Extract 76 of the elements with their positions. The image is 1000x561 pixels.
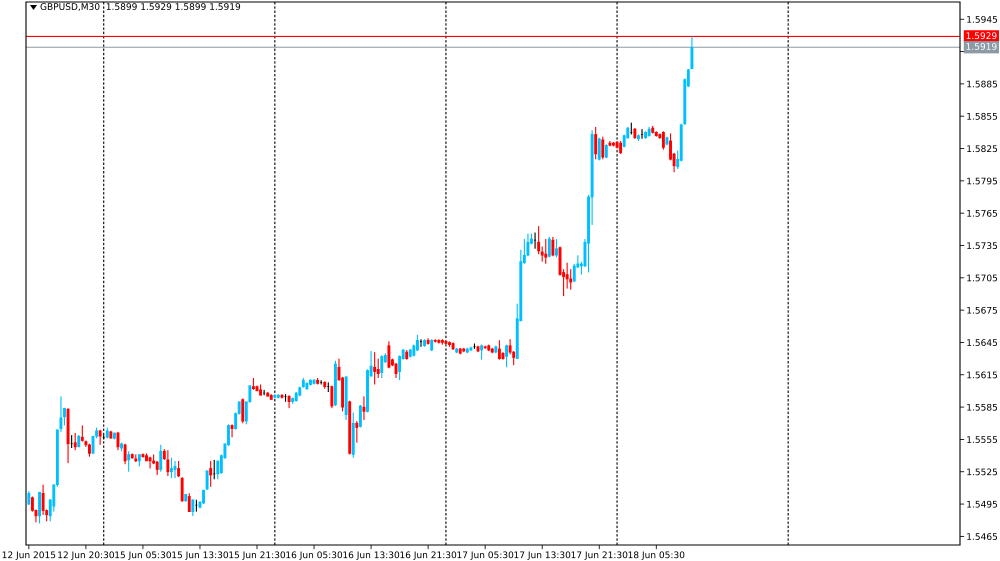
candlestick [604,144,608,159]
x-tick-label: 12 Jun 2015 [2,551,56,560]
candlestick [230,424,234,438]
candlestick [648,126,651,138]
candlestick [127,450,130,472]
candlestick [633,128,636,140]
y-tick-label: 1.5705 [967,274,998,282]
x-tick-label: 18 Jun 05:30 [628,551,684,560]
candlestick [619,140,622,154]
candlestick [394,362,398,379]
candlestick [373,352,376,386]
y-tick-label: 1.5735 [967,242,998,250]
candlestick [138,454,141,467]
candlestick [180,476,184,502]
candlestick [358,404,362,428]
candlestick [551,236,554,257]
candlestick [355,420,358,444]
y-tick-label: 1.5945 [967,16,998,23]
candlestick [148,456,152,470]
y-tick-label: 1.5495 [967,500,998,508]
candlestick [88,443,91,458]
candlestick [38,492,41,524]
y-tick-label: 1.5615 [967,372,998,378]
x-tick-label: 16 Jun 05:30 [286,551,342,560]
candlestick [601,136,604,160]
candlestick [498,340,501,360]
candlestick [191,499,194,516]
candlestick [259,384,262,396]
candlestick [690,36,694,70]
y-tick-label: 1.5585 [967,404,998,411]
x-tick-label: 17 Jun 21:30 [572,551,628,560]
candlestick [166,450,170,477]
candlestick [288,394,291,409]
x-tick-label: 17 Jun 05:30 [457,551,514,560]
candlestick [74,432,77,451]
candlestick [548,236,551,258]
x-tick-label: 16 Jun 13:30 [343,551,400,560]
x-tick-label: 15 Jun 21:30 [229,551,286,560]
candlestick [594,126,598,160]
candlestick [98,429,102,446]
y-tick-label: 1.5645 [967,339,998,346]
candlestick [505,344,508,368]
candlestick [202,490,205,505]
y-tick-label: 1.5555 [967,436,998,443]
chart-title: GBPUSD,M30 1.5899 1.5929 1.5899 1.5919 [40,3,240,11]
candlestick [116,431,120,451]
candlestick [252,377,255,390]
ref-line-label: 1.5919 [966,43,997,50]
candlestick [27,490,30,506]
candlestick [124,443,127,465]
y-tick-label: 1.5765 [967,210,998,217]
candlestick [555,238,558,258]
x-tick-label: 12 Jun 20:30 [58,551,114,560]
candlestick [387,340,390,369]
x-tick-label: 15 Jun 13:30 [172,551,228,560]
candlestick [209,460,212,488]
y-tick-label: 1.5825 [967,145,998,152]
x-tick-label: 15 Jun 05:30 [115,551,172,560]
y-tick-label: 1.5855 [967,112,998,120]
x-tick-label: 17 Jun 13:30 [514,551,570,560]
candlestick [662,130,665,150]
candlestick [170,457,173,479]
y-tick-label: 1.5525 [967,468,998,476]
y-tick-label: 1.5675 [967,306,998,314]
candlestick [174,460,176,479]
candlestick [569,268,572,290]
candlestick [177,460,180,478]
candlestick [430,338,434,352]
y-tick-label: 1.5465 [967,533,998,540]
candlestick [480,344,484,360]
candlestick [330,384,334,409]
candlestick [362,396,366,421]
ref-line-label: 1.5929 [966,32,997,40]
x-tick-label: 16 Jun 21:30 [400,551,456,560]
y-tick-label: 1.5885 [967,80,998,88]
y-tick-label: 1.5795 [967,178,998,184]
